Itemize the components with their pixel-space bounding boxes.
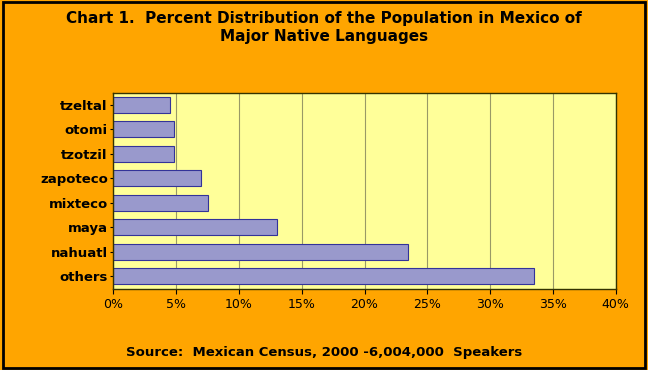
Bar [113,170,202,186]
Bar [113,244,408,260]
Bar [113,195,207,211]
Bar [113,219,277,235]
Bar [113,146,174,162]
Bar [113,97,170,113]
Bar [113,121,174,137]
Text: Chart 1.  Percent Distribution of the Population in Mexico of
Major Native Langu: Chart 1. Percent Distribution of the Pop… [66,11,582,44]
Text: Source:  Mexican Census, 2000 -6,004,000  Speakers: Source: Mexican Census, 2000 -6,004,000 … [126,346,522,359]
Bar [113,268,534,284]
